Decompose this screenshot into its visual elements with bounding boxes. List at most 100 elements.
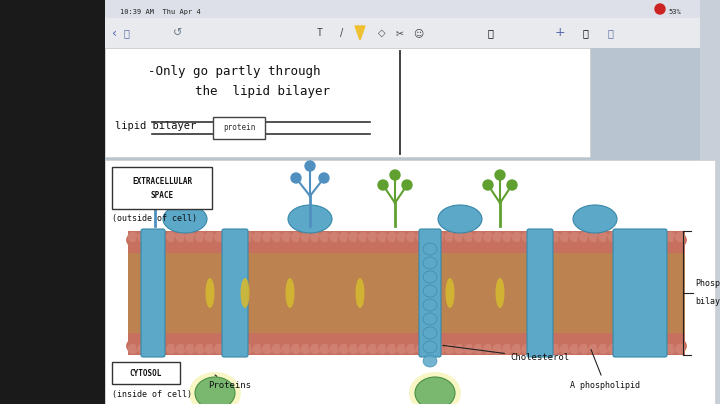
Text: T: T	[317, 28, 323, 38]
Text: CYTOSOL: CYTOSOL	[130, 368, 162, 377]
Circle shape	[626, 234, 638, 246]
Circle shape	[607, 340, 619, 352]
Circle shape	[463, 340, 475, 352]
Circle shape	[507, 180, 517, 190]
Circle shape	[367, 340, 379, 352]
Circle shape	[150, 168, 160, 178]
Circle shape	[175, 340, 186, 352]
Text: 🎤: 🎤	[487, 28, 493, 38]
Circle shape	[463, 234, 475, 246]
Circle shape	[378, 232, 387, 242]
Circle shape	[367, 234, 379, 246]
Circle shape	[445, 345, 454, 354]
Circle shape	[290, 234, 302, 246]
Text: Cholesterol: Cholesterol	[443, 345, 569, 362]
Circle shape	[252, 340, 264, 352]
Circle shape	[655, 340, 667, 352]
Circle shape	[501, 340, 513, 352]
Ellipse shape	[415, 377, 455, 404]
Circle shape	[156, 340, 168, 352]
Ellipse shape	[288, 205, 332, 233]
Circle shape	[397, 232, 406, 242]
Circle shape	[482, 234, 494, 246]
Circle shape	[128, 345, 138, 354]
FancyBboxPatch shape	[419, 229, 441, 357]
Circle shape	[549, 340, 562, 352]
Circle shape	[588, 340, 600, 352]
Circle shape	[390, 170, 400, 180]
Circle shape	[674, 340, 686, 352]
Circle shape	[311, 232, 320, 242]
Bar	[128, 231, 685, 355]
Circle shape	[530, 234, 542, 246]
Circle shape	[319, 173, 329, 183]
Circle shape	[146, 234, 158, 246]
Circle shape	[559, 234, 571, 246]
Circle shape	[338, 340, 350, 352]
Circle shape	[513, 345, 521, 354]
Circle shape	[357, 234, 369, 246]
Circle shape	[377, 340, 389, 352]
Circle shape	[636, 340, 648, 352]
Circle shape	[164, 180, 174, 190]
Circle shape	[263, 345, 271, 354]
Circle shape	[541, 232, 550, 242]
Text: ⬜: ⬜	[124, 28, 130, 38]
Circle shape	[213, 340, 225, 352]
Circle shape	[204, 340, 215, 352]
Circle shape	[253, 345, 262, 354]
Circle shape	[243, 232, 253, 242]
Text: 🔍: 🔍	[582, 28, 588, 38]
Circle shape	[608, 345, 618, 354]
Text: /: /	[341, 28, 343, 38]
Circle shape	[310, 340, 321, 352]
Ellipse shape	[240, 278, 250, 308]
Circle shape	[261, 340, 274, 352]
Ellipse shape	[163, 205, 207, 233]
Ellipse shape	[423, 313, 437, 325]
Circle shape	[186, 345, 195, 354]
Text: -Only go partly through: -Only go partly through	[148, 65, 320, 78]
Circle shape	[559, 340, 571, 352]
Text: the  lipid bilayer: the lipid bilayer	[165, 86, 330, 99]
Circle shape	[607, 234, 619, 246]
Text: ◇: ◇	[378, 28, 386, 38]
Circle shape	[386, 340, 398, 352]
Circle shape	[665, 234, 677, 246]
Circle shape	[234, 345, 243, 354]
Circle shape	[176, 345, 185, 354]
Circle shape	[281, 340, 292, 352]
Circle shape	[300, 340, 312, 352]
Circle shape	[222, 234, 235, 246]
Circle shape	[416, 345, 426, 354]
Text: lipid bilayer: lipid bilayer	[115, 121, 197, 131]
Circle shape	[213, 234, 225, 246]
Ellipse shape	[189, 372, 241, 404]
Bar	[105, 0, 700, 18]
Circle shape	[319, 234, 331, 246]
Circle shape	[127, 340, 139, 352]
Circle shape	[482, 340, 494, 352]
Circle shape	[320, 345, 329, 354]
Text: EXTRACELLULAR: EXTRACELLULAR	[132, 177, 192, 185]
Circle shape	[657, 232, 665, 242]
Circle shape	[271, 340, 283, 352]
Circle shape	[225, 232, 233, 242]
Circle shape	[426, 232, 435, 242]
Circle shape	[175, 234, 186, 246]
Circle shape	[402, 180, 412, 190]
Circle shape	[493, 345, 503, 354]
Text: 53%: 53%	[668, 9, 680, 15]
Circle shape	[348, 340, 360, 352]
Circle shape	[569, 340, 580, 352]
Circle shape	[359, 232, 368, 242]
Circle shape	[369, 232, 377, 242]
Circle shape	[495, 170, 505, 180]
Circle shape	[405, 234, 418, 246]
Circle shape	[483, 180, 493, 190]
Circle shape	[205, 232, 214, 242]
Circle shape	[348, 234, 360, 246]
Circle shape	[282, 345, 291, 354]
Ellipse shape	[409, 372, 461, 404]
Circle shape	[196, 232, 204, 242]
